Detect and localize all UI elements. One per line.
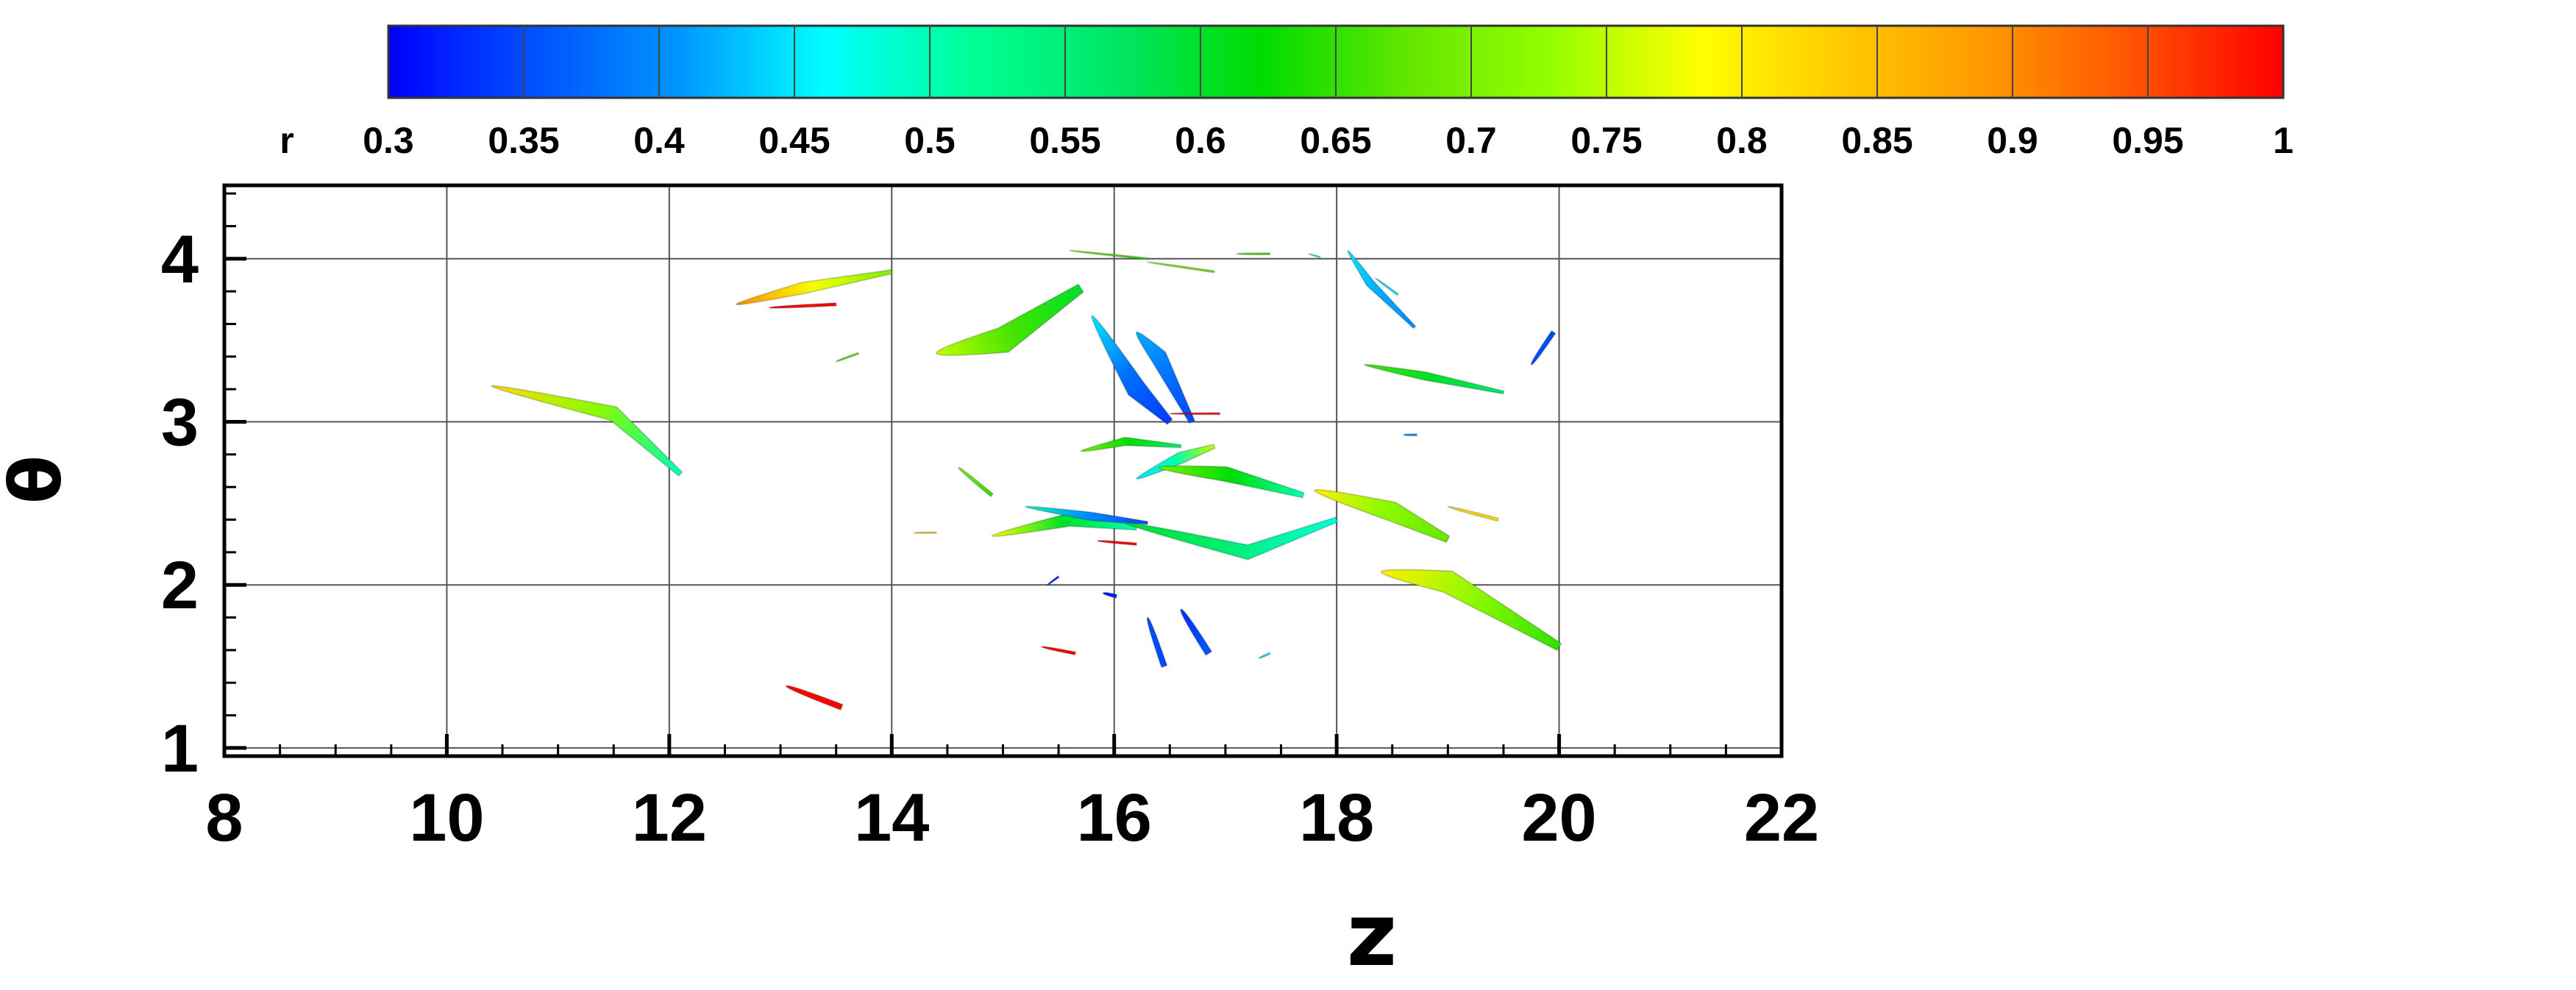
y-axis-title: θ <box>0 455 77 504</box>
vortex-structures <box>490 249 1562 711</box>
vortex-structure <box>1124 516 1339 560</box>
colorbar-tick-label: 0.5 <box>904 120 956 161</box>
vortex-structure <box>1530 330 1556 366</box>
x-axis-ticks <box>222 734 1784 756</box>
vortex-structure <box>768 302 837 309</box>
vortex-structure <box>1135 444 1216 480</box>
vortex-structure <box>1180 608 1213 656</box>
colorbar-tick-label: 0.55 <box>1029 120 1100 161</box>
x-tick-label: 20 <box>1521 780 1596 855</box>
y-axis-ticks <box>224 192 246 750</box>
colorbar-tick-label: 1 <box>2273 120 2294 161</box>
colorbar-tick-label: 0.4 <box>633 120 685 161</box>
vortex-structure <box>1347 249 1417 330</box>
vortex-structure <box>1102 591 1118 599</box>
vortex-structure <box>835 352 860 363</box>
colorbar-dividers <box>523 26 2149 98</box>
colorbar-tick-label: 0.65 <box>1300 120 1371 161</box>
colorbar-tick-labels: 0.3 0.35 0.4 0.45 0.5 0.55 0.6 0.65 0.7 0.75 0.8 0.… <box>363 120 2294 161</box>
grid-lines <box>224 185 1782 756</box>
x-tick-label: 10 <box>409 780 484 855</box>
vortex-structure <box>1313 488 1451 544</box>
x-tick-label: 14 <box>854 780 929 855</box>
x-tick-label: 16 <box>1077 780 1152 855</box>
vortex-structure <box>735 268 893 306</box>
plot-frame <box>222 183 1784 758</box>
vortex-structure <box>1024 505 1149 525</box>
colorbar-tick-label: 0.9 <box>1987 120 2038 161</box>
vortex-structure <box>1380 569 1562 652</box>
y-tick-label: 1 <box>161 711 199 786</box>
x-tick-label: 22 <box>1744 780 1819 855</box>
y-tick-labels: 1 2 3 4 <box>161 222 199 786</box>
colorbar-tick-label: 0.75 <box>1570 120 1642 161</box>
vortex-structure <box>1146 616 1168 669</box>
vortex-structure <box>1169 412 1221 416</box>
x-tick-label: 18 <box>1299 780 1374 855</box>
vortex-structure <box>1375 277 1399 296</box>
vortex-structure <box>913 531 937 535</box>
vortex-structure <box>1046 575 1060 586</box>
vortex-structure <box>1236 252 1271 256</box>
vortex-structure <box>1135 331 1196 424</box>
vortex-structure <box>935 283 1084 357</box>
colorbar-tick-label: 0.85 <box>1841 120 1913 161</box>
x-tick-label: 12 <box>632 780 707 855</box>
y-tick-label: 4 <box>161 222 199 297</box>
vortex-structure <box>490 385 683 477</box>
x-tick-labels: 8 10 12 14 16 18 20 22 <box>205 780 1819 855</box>
vortex-structure <box>1097 539 1138 546</box>
vortex-structure <box>1041 646 1077 656</box>
colorbar: r 0.3 0.35 0.4 0.45 0.5 0.55 0.6 0.65 0.7 0.75 0.8… <box>280 24 2294 161</box>
colorbar-tick-label: 0.95 <box>2112 120 2183 161</box>
vortex-structure <box>1402 433 1418 437</box>
x-tick-label: 8 <box>205 780 243 855</box>
colorbar-tick-label: 0.6 <box>1175 120 1226 161</box>
vortex-structure <box>1363 363 1505 395</box>
vortex-structure <box>1091 315 1173 425</box>
colorbar-variable-label: r <box>280 120 293 161</box>
vortex-structure <box>1447 505 1499 522</box>
colorbar-tick-label: 0.7 <box>1445 120 1497 161</box>
y-tick-label: 2 <box>161 548 199 623</box>
vortex-structure <box>1258 652 1271 660</box>
vortex-structure <box>1069 249 1149 260</box>
colorbar-tick-label: 0.35 <box>488 120 559 161</box>
y-tick-label: 3 <box>161 385 199 460</box>
x-axis-title: z <box>1347 884 1398 986</box>
vortex-structure <box>958 466 994 498</box>
vortex-structure <box>1147 261 1215 274</box>
vortex-structure <box>1080 436 1182 452</box>
colorbar-tick-label: 0.3 <box>363 120 414 161</box>
colorbar-tick-label: 0.45 <box>758 120 830 161</box>
vortex-structure <box>1158 465 1305 499</box>
vortex-structure <box>785 685 844 711</box>
colorbar-tick-label: 0.8 <box>1716 120 1768 161</box>
vortex-structure <box>1308 253 1321 259</box>
